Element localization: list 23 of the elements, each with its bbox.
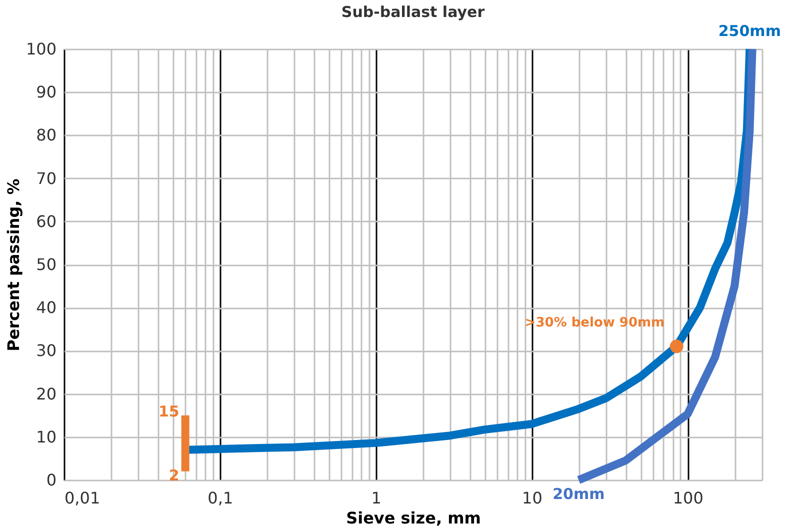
y-tick-label: 30 bbox=[36, 341, 56, 360]
y-tick-label: 10 bbox=[36, 427, 56, 446]
x-axis-title: Sieve size, mm bbox=[346, 508, 481, 528]
annotation: 20mm bbox=[552, 485, 605, 503]
y-tick-label: 100 bbox=[26, 40, 56, 58]
y-axis-title: Percent passing, % bbox=[4, 178, 23, 352]
x-tick-label: 1 bbox=[371, 488, 382, 508]
x-tick-label: 0,01 bbox=[64, 488, 100, 508]
y-tick-label: 80 bbox=[36, 126, 56, 145]
y-tick-label: 20 bbox=[36, 384, 56, 404]
x-tick-label: 10 bbox=[522, 488, 542, 508]
y-tick-label: 70 bbox=[36, 168, 56, 188]
y-tick-label: 60 bbox=[36, 212, 56, 231]
annotation: 2 bbox=[168, 466, 180, 484]
y-tick-label: 40 bbox=[36, 298, 56, 318]
x-tick-label: 0,1 bbox=[208, 488, 234, 508]
y-tick-label: 0 bbox=[46, 470, 56, 490]
chart-title: Sub-ballast layer bbox=[341, 3, 486, 21]
y-tick-label: 90 bbox=[36, 82, 56, 102]
x-tick-label: 100 bbox=[672, 488, 704, 508]
annotation: 15 bbox=[158, 402, 180, 420]
annotation: 250mm bbox=[718, 22, 781, 40]
y-tick-label: 50 bbox=[36, 255, 56, 274]
